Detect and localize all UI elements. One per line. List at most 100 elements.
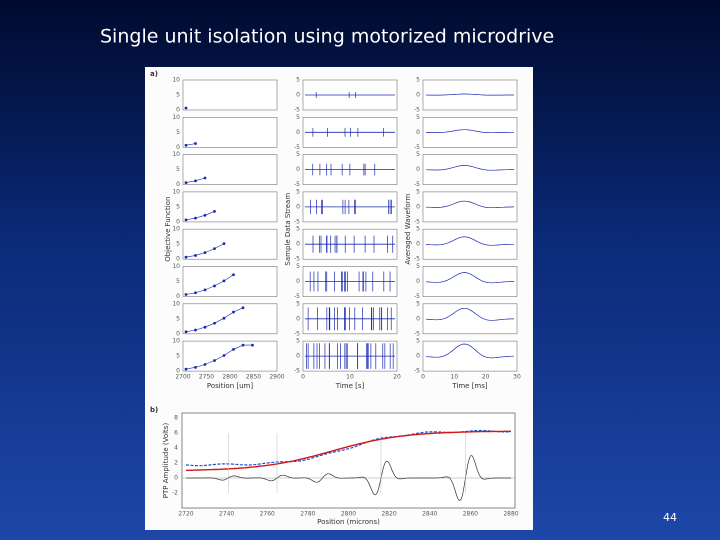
y-tick-label: 10	[172, 226, 180, 233]
y-tick-label: 0	[296, 353, 300, 360]
y-tick-label: 5	[296, 77, 300, 84]
y-tick-label: 0	[416, 278, 420, 285]
trend-line	[185, 307, 244, 333]
waveform	[425, 272, 515, 284]
y-tick-label: -2	[172, 490, 178, 497]
y-tick-label: 5	[296, 114, 300, 121]
y-tick-label: 5	[176, 315, 180, 322]
y-tick-label: -5	[294, 144, 300, 151]
subplot-frame	[422, 191, 518, 223]
y-tick-label: 5	[176, 203, 180, 210]
y-tick-label: -5	[414, 256, 420, 263]
x-tick-label: 2800	[222, 374, 237, 381]
y-tick-label: 0	[416, 241, 420, 248]
y-axis-label: Averaged Waveform	[404, 194, 412, 265]
x-tick-label: 20	[393, 374, 401, 381]
y-tick-label: -5	[414, 330, 420, 337]
point	[194, 142, 197, 145]
y-tick-label: 5	[296, 300, 300, 307]
y-tick-label: 10	[172, 114, 180, 121]
waveform	[426, 93, 514, 96]
y-tick-label: -5	[294, 107, 300, 114]
x-tick-label: 2760	[260, 511, 275, 518]
waveform	[425, 343, 514, 359]
y-tick-label: 0	[416, 203, 420, 210]
x-tick-label: 20	[482, 374, 490, 381]
subplot-frame	[182, 266, 278, 297]
y-tick-label: 6	[174, 430, 178, 437]
y-tick-label: 0	[174, 475, 178, 482]
trend-line	[185, 177, 206, 183]
y-tick-label: -5	[414, 107, 420, 114]
y-tick-label: 4	[174, 445, 178, 452]
y-axis-label: Objective Function	[164, 197, 172, 262]
subplot-frame	[182, 191, 278, 223]
page-number: 44	[663, 511, 677, 524]
waveform	[426, 165, 514, 171]
y-tick-label: 5	[416, 338, 420, 345]
subplot-frame	[422, 303, 518, 335]
y-tick-label: 0	[176, 256, 180, 263]
x-tick-label: 2860	[463, 511, 478, 518]
point	[184, 106, 188, 110]
y-tick-label: 5	[416, 226, 420, 233]
red-fit	[186, 430, 511, 471]
x-tick-label: 2840	[422, 511, 437, 518]
y-tick-label: 10	[172, 188, 180, 195]
y-tick-label: 0	[176, 368, 180, 375]
y-tick-label: 10	[172, 263, 180, 270]
y-tick-label: 5	[176, 92, 180, 99]
trend-line	[185, 211, 215, 221]
y-tick-label: 5	[176, 353, 180, 360]
plot-frame	[181, 412, 516, 509]
x-tick-label: 10	[346, 374, 354, 381]
y-tick-label: 0	[176, 107, 180, 114]
y-tick-label: 5	[176, 278, 180, 285]
x-axis-label: Position (microns)	[317, 518, 380, 526]
y-tick-label: -5	[414, 368, 420, 375]
y-tick-label: 5	[296, 263, 300, 270]
y-tick-label: 5	[296, 151, 300, 158]
subplot-frame	[182, 79, 278, 111]
y-tick-label: 5	[416, 114, 420, 121]
y-axis-label: PTP Amplitude (Volts)	[162, 423, 170, 499]
x-axis-label: Position [um]	[207, 382, 253, 390]
y-tick-label: 0	[296, 166, 300, 173]
y-tick-label: 0	[296, 278, 300, 285]
y-tick-label: 0	[416, 166, 420, 173]
panel-label: a)	[150, 70, 158, 78]
y-tick-label: 5	[296, 338, 300, 345]
x-tick-label: 2850	[246, 374, 261, 381]
y-tick-label: 0	[416, 353, 420, 360]
x-tick-label: 2750	[199, 374, 214, 381]
y-tick-label: -5	[414, 144, 420, 151]
y-tick-label: 0	[176, 144, 180, 151]
y-tick-label: -5	[294, 218, 300, 225]
x-tick-label: 2720	[178, 511, 193, 518]
y-tick-label: 8	[174, 415, 178, 422]
y-tick-label: 5	[416, 263, 420, 270]
y-tick-label: -5	[294, 256, 300, 263]
raw-waveforms	[186, 455, 511, 501]
y-tick-label: 0	[416, 92, 420, 99]
y-tick-label: 0	[296, 241, 300, 248]
y-tick-label: 0	[296, 315, 300, 322]
y-tick-label: 5	[416, 300, 420, 307]
y-tick-label: 0	[296, 92, 300, 99]
y-tick-label: 5	[416, 151, 420, 158]
y-tick-label: 0	[176, 293, 180, 300]
y-tick-label: 0	[416, 129, 420, 136]
waveform	[425, 307, 514, 321]
waveform	[425, 236, 515, 246]
x-tick-label: 2700	[175, 374, 190, 381]
y-tick-label: -5	[414, 218, 420, 225]
y-tick-label: 10	[172, 338, 180, 345]
y-tick-label: 5	[416, 188, 420, 195]
waveform	[425, 200, 514, 209]
x-tick-label: 2740	[219, 511, 234, 518]
y-tick-label: 0	[296, 129, 300, 136]
y-tick-label: -5	[414, 181, 420, 188]
x-axis-label: Time [s]	[335, 382, 365, 390]
